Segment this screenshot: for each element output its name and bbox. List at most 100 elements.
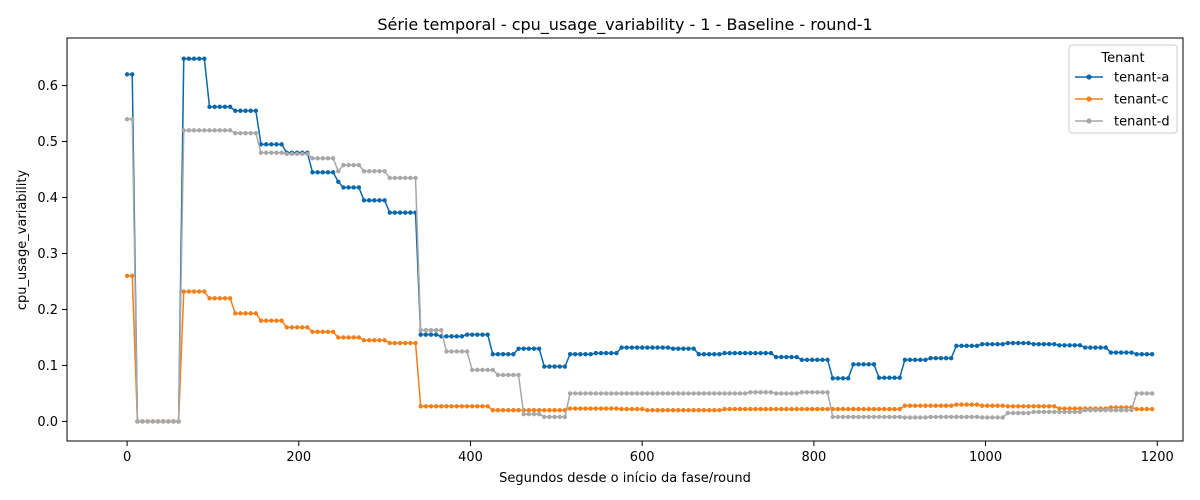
data-point [408, 210, 413, 215]
data-point [1093, 345, 1098, 350]
data-point [840, 376, 846, 381]
data-point [227, 296, 233, 301]
data-point [1062, 406, 1067, 411]
legend-swatch-marker [1086, 74, 1092, 80]
data-point [768, 390, 774, 395]
data-point [145, 419, 150, 424]
data-point [1067, 406, 1072, 411]
data-point [428, 332, 434, 337]
data-point [274, 150, 279, 155]
data-point [985, 415, 990, 420]
data-point [706, 391, 712, 396]
data-point [542, 414, 547, 420]
data-point [207, 296, 212, 301]
data-point [1082, 345, 1088, 350]
data-point [722, 350, 727, 356]
data-point [1098, 408, 1103, 413]
data-point [408, 175, 413, 181]
data-point [346, 185, 351, 190]
data-point [310, 329, 315, 335]
data-point [1062, 409, 1067, 415]
data-point [403, 210, 408, 215]
data-point [1113, 408, 1119, 413]
series-tenant-d [124, 116, 1155, 424]
data-point [233, 130, 238, 136]
data-point [691, 346, 696, 351]
data-point [1000, 403, 1005, 408]
data-point [794, 391, 799, 396]
data-point [979, 341, 985, 347]
data-point [1021, 410, 1026, 416]
data-point [423, 332, 429, 337]
data-point [753, 390, 758, 395]
data-point [856, 406, 861, 412]
data-point [1072, 406, 1078, 411]
data-point [964, 343, 969, 349]
data-point [907, 357, 913, 363]
data-point [918, 415, 923, 420]
data-point [815, 406, 820, 412]
data-point [655, 391, 660, 396]
x-axis-label: Segundos desde o início da fase/round [499, 471, 751, 486]
data-point [882, 414, 887, 420]
y-tick-label: 0.1 [37, 359, 58, 374]
data-point [1036, 404, 1041, 409]
data-point [155, 419, 161, 424]
data-point [552, 408, 557, 413]
data-point [887, 406, 892, 412]
data-point [1010, 410, 1016, 416]
x-tick-label: 1200 [1141, 450, 1174, 465]
data-point [954, 343, 959, 349]
chart-title: Série temporal - cpu_usage_variability -… [377, 15, 872, 35]
data-point [222, 128, 228, 133]
data-point [794, 354, 799, 360]
data-point [1041, 341, 1047, 347]
data-point [809, 406, 815, 412]
data-point [1067, 409, 1072, 415]
data-point [1067, 343, 1072, 348]
data-point [186, 56, 192, 61]
data-point [943, 355, 949, 361]
data-point [1005, 340, 1011, 346]
data-point [969, 414, 975, 420]
data-point [294, 325, 300, 330]
data-point [748, 350, 753, 356]
data-point [804, 357, 810, 363]
data-point [1088, 345, 1093, 350]
data-point [681, 408, 686, 413]
data-point [485, 332, 490, 337]
data-point [284, 325, 289, 330]
y-axis-ticks: 0.0 0.1 0.2 0.3 0.4 0.5 0.6 [37, 79, 67, 430]
data-point [1082, 408, 1088, 413]
plot-frame [66, 37, 1184, 442]
data-point [475, 367, 480, 373]
data-point [583, 391, 588, 396]
data-point [1026, 404, 1031, 409]
data-point [531, 346, 537, 351]
data-point [748, 390, 753, 395]
data-point [567, 391, 573, 396]
data-point [619, 391, 624, 396]
data-point [593, 406, 599, 411]
data-point [1046, 409, 1052, 415]
data-point [1144, 406, 1150, 412]
data-point [217, 296, 223, 301]
data-point [392, 340, 398, 346]
data-point [619, 406, 624, 412]
data-point [887, 375, 892, 380]
y-tick-label: 0.6 [37, 79, 58, 94]
data-point [336, 179, 341, 185]
data-point [609, 350, 614, 356]
data-point [871, 414, 877, 420]
data-point [320, 329, 326, 335]
data-point [1000, 341, 1005, 347]
data-point [928, 414, 933, 420]
data-point [912, 403, 918, 408]
data-point [300, 151, 305, 157]
data-point [1005, 410, 1011, 416]
data-point [959, 343, 964, 349]
data-point [449, 404, 454, 409]
data-point [624, 345, 629, 350]
data-point [227, 128, 233, 133]
data-point [1139, 352, 1144, 357]
